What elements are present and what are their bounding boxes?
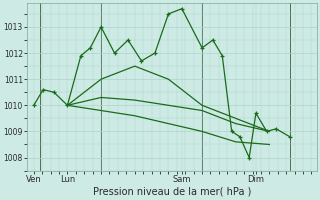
X-axis label: Pression niveau de la mer( hPa ): Pression niveau de la mer( hPa ) xyxy=(92,187,251,197)
